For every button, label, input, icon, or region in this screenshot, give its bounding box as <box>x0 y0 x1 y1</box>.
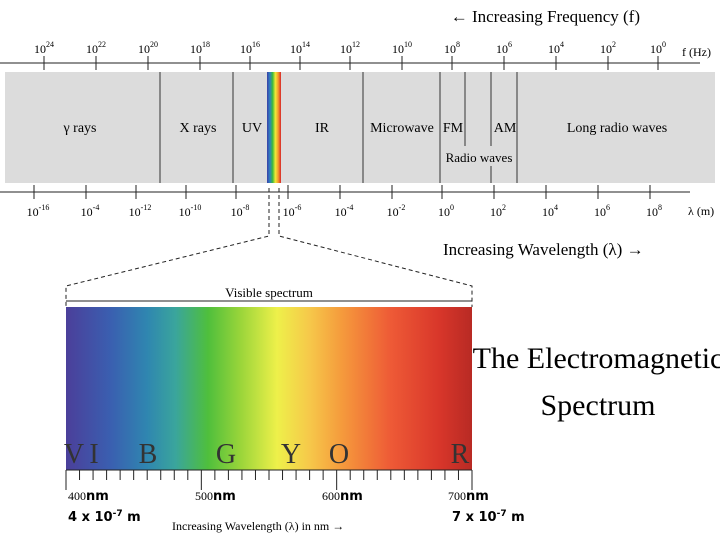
frequency-unit-label: f (Hz) <box>682 45 711 59</box>
frequency-tick-label: 104 <box>548 40 564 56</box>
wavelength-tick-label: 10-16 <box>27 203 50 219</box>
frequency-axis-title: ← Increasing Frequency (f) <box>451 7 640 26</box>
frequency-tick-label: 1022 <box>86 40 106 56</box>
lower-bound-label: 4 x 10-7 m <box>68 509 141 525</box>
frequency-tick-label: 1010 <box>392 40 412 56</box>
frequency-tick-label: 1014 <box>290 40 310 56</box>
diagram-title-line-1: The Electromagnetic <box>473 342 720 375</box>
frequency-tick-label: 1016 <box>240 40 260 56</box>
band-label-ir: IR <box>315 121 330 136</box>
wavelength-tick-label: 10-10 <box>179 203 202 219</box>
band-label-radio-waves: Radio waves <box>446 150 513 165</box>
visible-letter: R <box>451 439 470 470</box>
frequency-tick-label: 100 <box>650 40 666 56</box>
frequency-tick-label: 1012 <box>340 40 360 56</box>
visible-letter: V <box>64 439 84 470</box>
wavelength-tick-label: 102 <box>490 203 506 219</box>
band-label-uv: UV <box>242 121 262 136</box>
visible-letter: O <box>329 439 349 470</box>
band-label-long-radio: Long radio waves <box>567 121 667 136</box>
wavelength-tick-label: 10-2 <box>387 203 406 219</box>
visible-letter: Y <box>281 439 301 470</box>
visible-tick-label: 700nm <box>448 489 489 504</box>
band-label-fm: FM <box>443 121 464 136</box>
frequency-tick-label: 1020 <box>138 40 158 56</box>
frequency-tick-label: 102 <box>600 40 616 56</box>
wavelength-tick-label: 100 <box>438 203 454 219</box>
wavelength-tick-label: 10-6 <box>283 203 302 219</box>
visible-tick-label: 600nm <box>322 489 363 504</box>
wavelength-tick-label: 10-4 <box>81 203 100 219</box>
frequency-tick-label: 1018 <box>190 40 210 56</box>
band-strip <box>5 72 715 183</box>
wavelength-axis-title: Increasing Wavelength (λ) → <box>443 240 644 259</box>
wavelength-tick-label: 104 <box>542 203 558 219</box>
visible-letter: G <box>216 439 236 470</box>
upper-bound-label: 7 x 10-7 m <box>452 509 525 525</box>
visible-tick-label: 400nm <box>68 489 109 504</box>
band-label-xray: X rays <box>180 121 217 136</box>
band-label-am: AM <box>494 121 517 136</box>
visible-spectrum-title: Visible spectrum <box>225 285 313 300</box>
wavelength-tick-label: 10-8 <box>231 203 250 219</box>
diagram-title-line-2: Spectrum <box>541 389 656 422</box>
frequency-tick-label: 1024 <box>34 40 54 56</box>
wavelength-tick-label: 106 <box>594 203 610 219</box>
visible-letter: B <box>139 439 158 470</box>
visible-axis-label: Increasing Wavelength (λ) in nm → <box>172 519 344 533</box>
band-label-gamma: γ rays <box>62 121 96 136</box>
visible-spectrum-bar <box>66 307 472 470</box>
visible-slice <box>267 72 281 183</box>
frequency-tick-label: 106 <box>496 40 512 56</box>
frequency-tick-label: 108 <box>444 40 460 56</box>
visible-tick-label: 500nm <box>195 489 236 504</box>
visible-letter: I <box>89 439 98 470</box>
zoom-connector-lines <box>65 188 473 307</box>
wavelength-tick-label: 10-12 <box>129 203 152 219</box>
wavelength-tick-label: 108 <box>646 203 662 219</box>
wavelength-tick-label: 10-4 <box>335 203 354 219</box>
wavelength-unit-label: λ (m) <box>688 204 714 218</box>
band-label-microwave: Microwave <box>370 121 434 136</box>
